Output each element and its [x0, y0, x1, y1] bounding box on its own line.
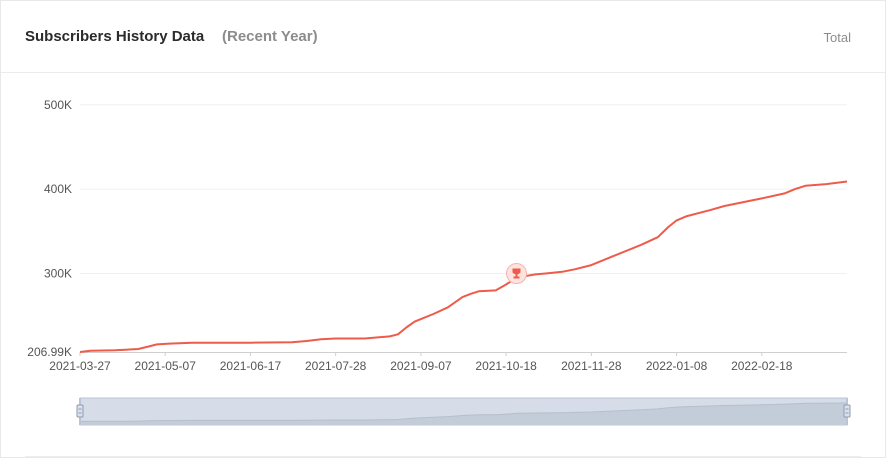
x-tick-label: 2022-02-18 [731, 359, 793, 373]
x-tick-label: 2021-09-07 [390, 359, 452, 373]
x-tick-label: 2021-11-28 [561, 359, 622, 373]
y-tick-label: 300K [44, 267, 72, 281]
zoom-handle-left[interactable] [76, 404, 84, 418]
zoom-preview-line [79, 402, 848, 422]
card-header: Subscribers History Data (Recent Year) T… [1, 1, 885, 73]
chart-title: Subscribers History Data [25, 28, 205, 45]
zoom-preview-area [80, 402, 847, 425]
x-tick-label: 2021-06-17 [220, 359, 282, 373]
trophy-icon [512, 268, 521, 279]
y-tick-label: 400K [44, 182, 72, 196]
x-tick-label: 2021-03-27 [49, 359, 111, 373]
bottom-divider [25, 456, 861, 457]
total-toggle[interactable]: Total [823, 30, 851, 45]
x-tick-label: 2021-07-28 [305, 359, 367, 373]
x-tick-label: 2021-05-07 [135, 359, 197, 373]
zoom-handle-right[interactable] [843, 404, 851, 418]
subscribers-series-line [79, 180, 848, 353]
x-tick-label: 2021-10-18 [475, 359, 537, 373]
chart-subtitle: (Recent Year) [222, 28, 318, 45]
y-tick-label: 500K [44, 98, 72, 112]
x-tick-label: 2022-01-08 [646, 359, 708, 373]
y-tick-label: 206.99K [27, 345, 72, 359]
